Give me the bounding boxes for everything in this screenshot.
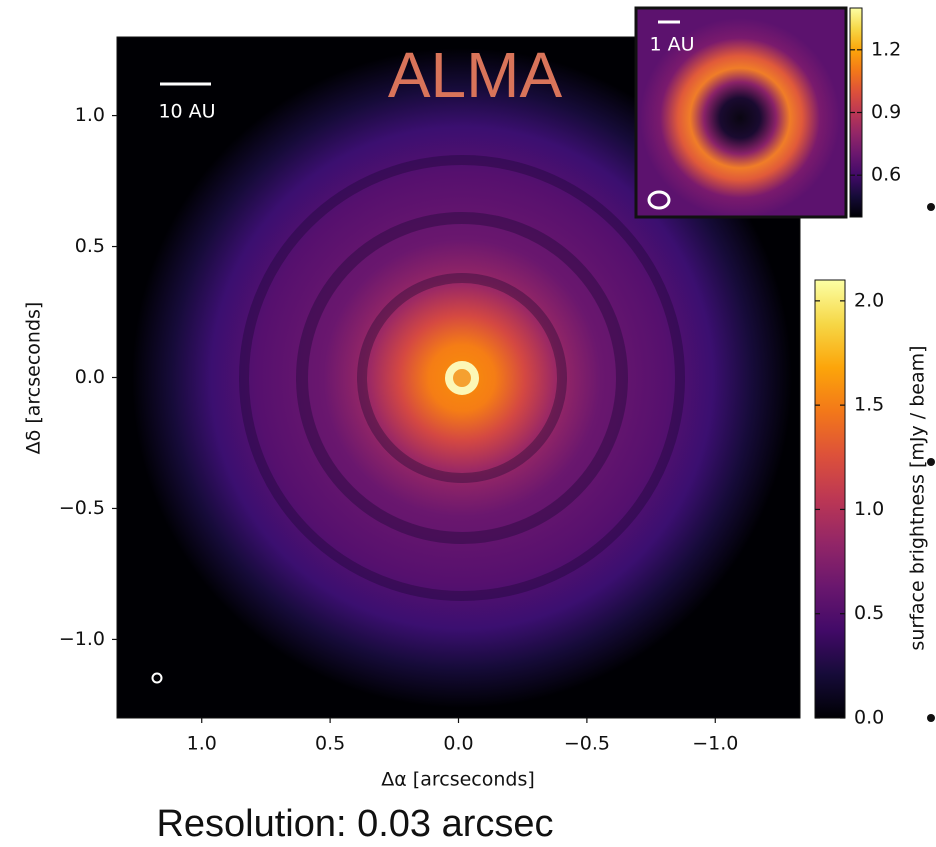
disk-gaps — [239, 155, 685, 601]
x-tick-label: −1.0 — [692, 733, 738, 755]
y-tick-label: 0.5 — [75, 235, 105, 257]
x-tick-label: 0.0 — [443, 733, 473, 755]
y-axis-label: Δδ [arcseconds] — [23, 302, 45, 455]
x-tick-label: 1.0 — [187, 733, 217, 755]
y-tick-label: 1.0 — [75, 104, 105, 126]
colorbar — [814, 279, 846, 719]
bullet — [927, 458, 935, 466]
colorbar-tick-label: 0.5 — [854, 602, 884, 624]
colorbar-tick-label: 0.9 — [871, 101, 901, 123]
x-tick-label: −0.5 — [564, 733, 610, 755]
colorbar-tick-label: 1.2 — [871, 38, 901, 60]
chart-title: ALMA — [388, 39, 563, 111]
beam — [151, 672, 163, 684]
colorbar-tick-label: 1.5 — [854, 394, 884, 416]
colorbar-tick-label: 0.6 — [871, 164, 901, 186]
inner-ring — [445, 361, 479, 395]
inset-scale-bar-label: 1 AU — [649, 34, 694, 56]
y-tick-label: −0.5 — [59, 497, 105, 519]
inset-image — [634, 6, 848, 219]
caption: Resolution: 0.03 arcsec — [156, 803, 553, 845]
y-tick-label: 0.0 — [75, 366, 105, 388]
scale-bar-label: 10 AU — [158, 101, 215, 123]
inset-beam — [647, 190, 671, 210]
y-tick-label: −1.0 — [59, 628, 105, 650]
colorbar-label: surface brightness [mJy / beam] — [907, 345, 929, 650]
bullet — [927, 203, 935, 211]
colorbar-tick-label: 1.0 — [854, 498, 884, 520]
x-axis-label: Δα [arcseconds] — [381, 769, 535, 791]
bullet — [927, 714, 935, 722]
colorbar-tick-label: 2.0 — [854, 289, 884, 311]
colorbar-tick-label: 0.0 — [854, 707, 884, 729]
x-tick-label: 0.5 — [315, 733, 345, 755]
